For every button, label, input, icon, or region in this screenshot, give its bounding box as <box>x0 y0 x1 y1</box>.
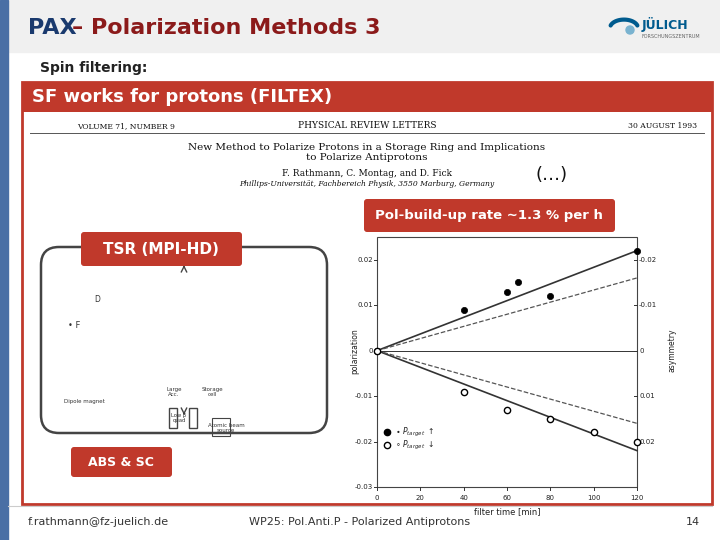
Text: Large
Acc.: Large Acc. <box>166 387 181 397</box>
Text: -0.01: -0.01 <box>639 302 657 308</box>
Text: Phillips-Universität, Fachbereich Physik, 3550 Marburg, Germany: Phillips-Universität, Fachbereich Physik… <box>240 180 495 188</box>
Text: 0.02: 0.02 <box>639 438 654 444</box>
Text: – Polarization Methods 3: – Polarization Methods 3 <box>72 18 380 38</box>
Bar <box>169 408 177 428</box>
Text: 0: 0 <box>369 348 373 354</box>
Bar <box>212 418 230 436</box>
Text: VOLUME 71, NUMBER 9: VOLUME 71, NUMBER 9 <box>77 122 175 130</box>
Bar <box>8 0 720 52</box>
Text: 0.01: 0.01 <box>639 393 654 399</box>
Text: WP25: Pol.Anti.P - Polarized Antiprotons: WP25: Pol.Anti.P - Polarized Antiprotons <box>249 517 471 527</box>
Bar <box>134 244 234 264</box>
Bar <box>0 0 8 540</box>
Bar <box>189 408 197 428</box>
Text: $\bullet$ $P_{target}$ $\uparrow$: $\bullet$ $P_{target}$ $\uparrow$ <box>395 426 434 438</box>
Text: 0: 0 <box>374 495 379 501</box>
Text: D: D <box>94 295 100 305</box>
Text: -0.02: -0.02 <box>639 256 657 263</box>
Text: 120: 120 <box>630 495 644 501</box>
Text: 0.01: 0.01 <box>357 302 373 308</box>
Bar <box>129 244 239 268</box>
Text: PHYSICAL REVIEW LETTERS: PHYSICAL REVIEW LETTERS <box>298 122 436 131</box>
Text: SF works for protons (FILTEX): SF works for protons (FILTEX) <box>32 88 332 106</box>
Text: -0.03: -0.03 <box>355 484 373 490</box>
Text: 40: 40 <box>459 495 468 501</box>
Circle shape <box>626 26 634 34</box>
Text: 0.02: 0.02 <box>357 256 373 263</box>
Text: Dipole magnet: Dipole magnet <box>64 400 104 404</box>
Text: TSR (MPI-HD): TSR (MPI-HD) <box>103 241 219 256</box>
Text: 80: 80 <box>546 495 555 501</box>
Text: $\circ$ $P_{target}$ $\downarrow$: $\circ$ $P_{target}$ $\downarrow$ <box>395 438 434 451</box>
FancyBboxPatch shape <box>364 199 615 232</box>
Text: (…): (…) <box>536 166 568 184</box>
Text: New Method to Polarize Protons in a Storage Ring and Implications: New Method to Polarize Protons in a Stor… <box>189 143 546 152</box>
Text: Pol-build-up rate ∼1.3 % per h: Pol-build-up rate ∼1.3 % per h <box>375 208 603 221</box>
Text: 20: 20 <box>416 495 425 501</box>
Text: f.rathmann@fz-juelich.de: f.rathmann@fz-juelich.de <box>28 517 169 527</box>
Text: Storage
cell: Storage cell <box>201 387 222 397</box>
Text: -0.02: -0.02 <box>355 438 373 444</box>
Text: Spin filtering:: Spin filtering: <box>40 61 148 75</box>
Text: FORSCHUNGSZENTRUM: FORSCHUNGSZENTRUM <box>642 33 701 38</box>
Text: Atomic beam
source: Atomic beam source <box>207 423 244 434</box>
Text: PAX: PAX <box>28 18 84 38</box>
Text: 30 AUGUST 1993: 30 AUGUST 1993 <box>628 122 697 130</box>
Text: JÜLICH: JÜLICH <box>642 17 688 31</box>
Text: asymmetry: asymmetry <box>667 329 677 373</box>
Text: • F: • F <box>68 321 80 329</box>
Text: to Polarize Antiprotons: to Polarize Antiprotons <box>306 153 428 163</box>
Text: 14: 14 <box>686 517 700 527</box>
Text: polarization: polarization <box>351 328 359 374</box>
Bar <box>22 82 712 112</box>
Text: 0: 0 <box>639 348 644 354</box>
FancyBboxPatch shape <box>81 232 242 266</box>
Text: F. Rathmann, C. Montag, and D. Fick: F. Rathmann, C. Montag, and D. Fick <box>282 168 452 178</box>
Text: filter time [min]: filter time [min] <box>474 507 540 516</box>
Text: 100: 100 <box>587 495 600 501</box>
Bar <box>377 237 637 487</box>
Text: -0.01: -0.01 <box>355 393 373 399</box>
Text: ABS & SC: ABS & SC <box>88 456 154 469</box>
Text: 60: 60 <box>503 495 511 501</box>
FancyBboxPatch shape <box>71 447 172 477</box>
Text: Electron
cooling: Electron cooling <box>171 248 197 259</box>
Bar <box>22 82 712 504</box>
Text: Low β
quad: Low β quad <box>171 413 186 423</box>
